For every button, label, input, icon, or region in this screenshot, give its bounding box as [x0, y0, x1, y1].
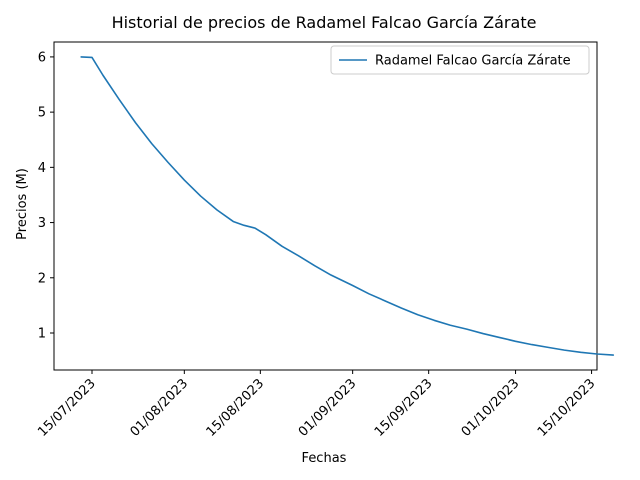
y-tick-label: 1 [38, 327, 46, 342]
axes-frame [53, 41, 598, 371]
y-tick-label: 6 [38, 50, 46, 65]
series-line [80, 56, 615, 356]
y-tick-label: 4 [38, 161, 46, 176]
y-tick-label: 2 [38, 271, 46, 286]
y-axis-title: Precios (M) [15, 168, 30, 240]
chart-title: Historial de precios de Radamel Falcao G… [112, 13, 537, 32]
y-tick-label: 5 [38, 106, 46, 121]
legend-label: Radamel Falcao García Zárate [375, 54, 571, 69]
x-axis-title: Fechas [302, 451, 347, 466]
legend-box [330, 45, 590, 75]
y-tick-label: 3 [38, 216, 46, 231]
